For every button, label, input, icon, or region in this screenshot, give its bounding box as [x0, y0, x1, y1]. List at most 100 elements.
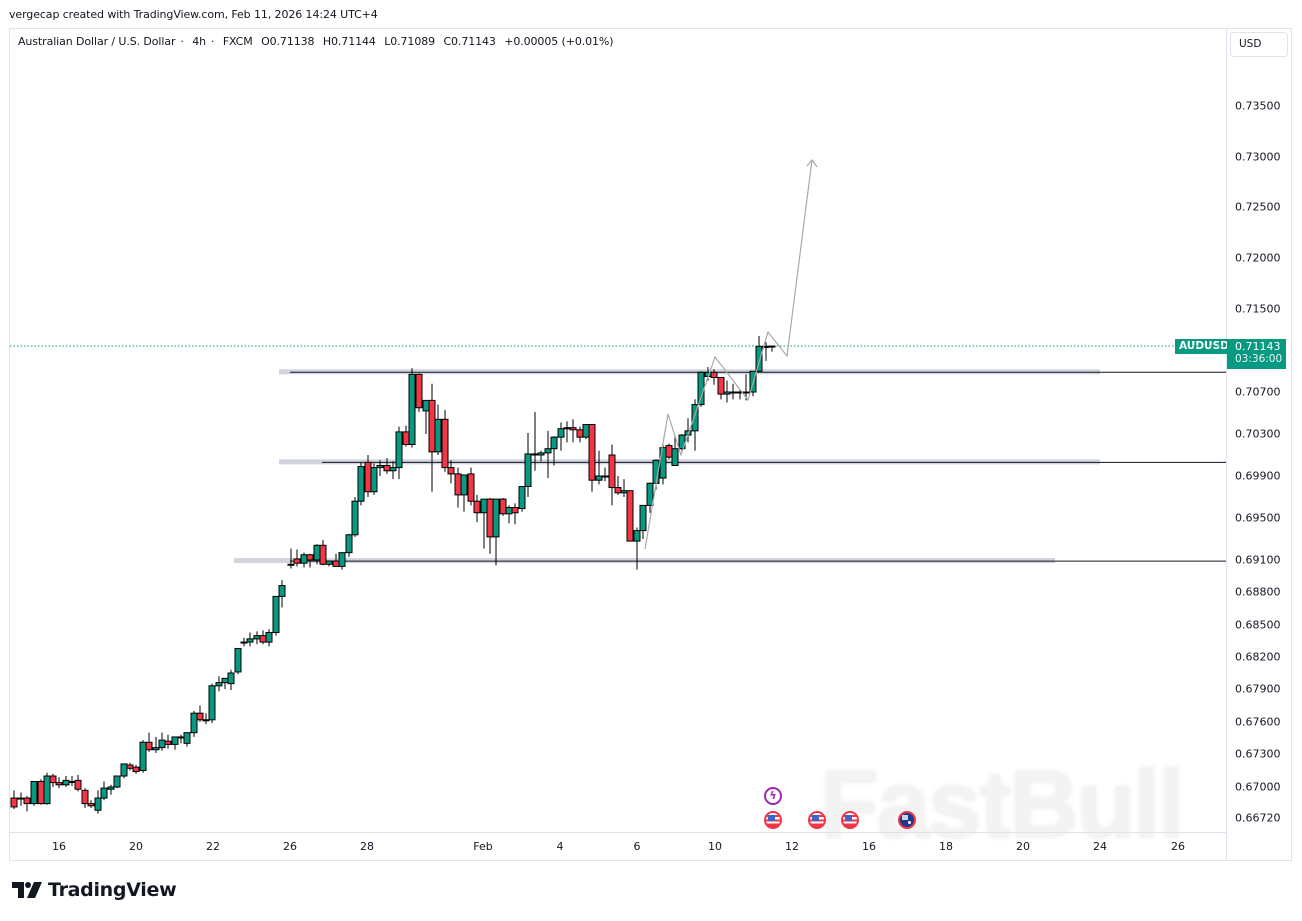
time-tick-label: 6 [633, 840, 641, 853]
candle-up [697, 371, 705, 406]
candle-up [17, 797, 25, 800]
candle-up [338, 552, 346, 567]
candle-down [196, 712, 204, 721]
us-flag-event-icon[interactable] [764, 811, 782, 829]
time-scale[interactable] [9, 832, 1226, 861]
time-tick-label: 10 [708, 840, 722, 853]
candle-up [671, 448, 679, 467]
candle-down [87, 803, 95, 807]
au-flag-event-icon[interactable] [898, 811, 916, 829]
symbol-legend: Australian Dollar / U.S. Dollar · 4h · FXC… [18, 35, 614, 48]
flash-event-icon[interactable]: ϟ [764, 787, 782, 805]
time-tick-label: 24 [1093, 840, 1107, 853]
legend-symbol-name[interactable]: Australian Dollar / U.S. Dollar [18, 35, 176, 48]
candle-up [357, 466, 365, 502]
candle-down [132, 766, 140, 773]
candle-up [234, 647, 242, 673]
time-tick-label: 4 [556, 840, 564, 853]
candle-down [531, 453, 539, 456]
tradingview-brand: TradingView [48, 879, 177, 901]
candle-up [113, 775, 121, 788]
candle-down [511, 507, 519, 514]
candle-up [601, 475, 609, 478]
candle-up [492, 498, 500, 538]
us-flag-event-icon[interactable] [841, 811, 859, 829]
candle-down [145, 741, 153, 751]
time-tick-label: 28 [360, 840, 374, 853]
candle-up [120, 763, 128, 777]
candle-up [202, 719, 210, 722]
candle-up [43, 775, 51, 805]
candle-up [100, 787, 108, 799]
candle-up [345, 534, 353, 554]
candle-up [177, 736, 185, 739]
candle-up [325, 560, 333, 565]
candle-up [729, 391, 737, 394]
candle-up [505, 507, 513, 515]
legend-change: +0.00005 (+0.01%) [504, 35, 614, 48]
candle-up [208, 685, 216, 721]
legend-low: L0.71089 [384, 35, 436, 48]
candle-down [717, 376, 725, 395]
tradingview-logo-icon [12, 882, 42, 898]
legend-interval[interactable]: 4h [192, 35, 206, 48]
candle-up [755, 345, 763, 372]
candle-down [332, 560, 340, 567]
candle-down [55, 782, 63, 786]
candle-up [171, 736, 179, 745]
candle-up [313, 544, 321, 561]
currency-button[interactable]: USD [1230, 32, 1288, 57]
candle-down [428, 399, 436, 453]
candle-up [62, 779, 70, 786]
price-tick-label: 0.68800 [1235, 585, 1281, 599]
candle-down [415, 373, 423, 409]
price-tick-label: 0.72500 [1235, 200, 1281, 214]
candle-up [422, 399, 430, 412]
price-tick-label: 0.73000 [1235, 150, 1281, 164]
price-tick-label: 0.67300 [1235, 747, 1281, 761]
price-tick-label: 0.70700 [1235, 385, 1281, 399]
price-tick-label: 0.72000 [1235, 251, 1281, 265]
candle-up [557, 428, 565, 438]
candle-down [293, 558, 301, 564]
price-tick-label: 0.66720 [1235, 811, 1281, 825]
candle-down [588, 424, 596, 481]
us-flag-event-icon[interactable] [808, 811, 826, 829]
time-tick-label: 16 [52, 840, 66, 853]
price-scale[interactable] [1226, 28, 1292, 861]
candle-down [319, 544, 327, 565]
candle-down [402, 431, 410, 445]
time-tick-label: 12 [785, 840, 799, 853]
candle-up [30, 781, 38, 805]
bar-countdown: 03:36:00 [1235, 353, 1283, 365]
legend-high: H0.71144 [322, 35, 376, 48]
candle-up [395, 431, 403, 469]
candle-up [94, 797, 102, 811]
candle-up [408, 373, 416, 445]
candle-down [665, 445, 673, 458]
price-tick-label: 0.68500 [1235, 618, 1281, 632]
candle-down [259, 635, 267, 643]
candle-up [215, 682, 223, 687]
candle-down [441, 418, 449, 469]
watermark: FastBull [820, 751, 1185, 858]
price-tick-label: 0.67600 [1235, 715, 1281, 729]
candle-up [742, 391, 750, 394]
candle-up [227, 672, 235, 685]
candle-up [633, 530, 641, 542]
candle-up [272, 595, 280, 633]
candle-up [190, 712, 198, 734]
candle-up [563, 427, 571, 430]
price-tick-label: 0.68200 [1235, 650, 1281, 664]
candle-down [81, 789, 89, 805]
price-tick-label: 0.69500 [1235, 511, 1281, 525]
tradingview-logo[interactable]: TradingView [12, 879, 177, 901]
last-price-value: 0.71143 [1235, 340, 1281, 353]
candle-up [300, 554, 308, 564]
projection-path [644, 159, 813, 550]
candle-up [537, 452, 545, 456]
price-tick-label: 0.71500 [1235, 302, 1281, 316]
candle-up [550, 436, 558, 450]
candle-up [582, 424, 590, 438]
